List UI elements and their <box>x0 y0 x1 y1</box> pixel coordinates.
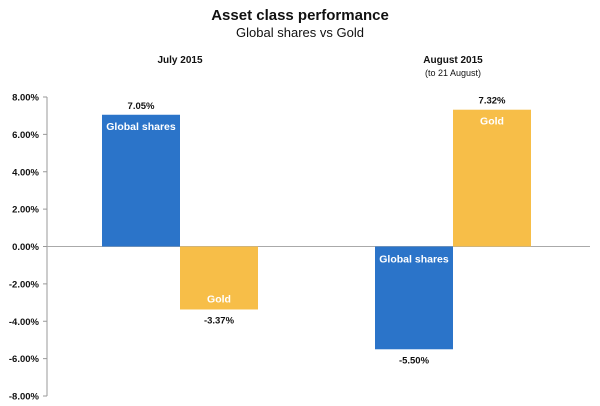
bar-shares <box>102 114 180 247</box>
in-bar-label: Global shares <box>379 254 449 266</box>
y-tick-label: 4.00% <box>12 167 39 178</box>
bar-shares <box>375 246 453 350</box>
category-label: August 2015 <box>423 55 483 66</box>
in-bar-label: Global shares <box>106 121 176 133</box>
y-tick-label: -2.00% <box>9 279 40 290</box>
in-bar-label: Gold <box>207 293 231 305</box>
chart-title: Asset class performance <box>211 7 389 24</box>
data-label: 7.05% <box>128 101 155 112</box>
data-label: 7.32% <box>479 96 506 107</box>
category-label: July 2015 <box>157 55 202 66</box>
data-label: -3.37% <box>204 315 235 326</box>
y-tick-label: -8.00% <box>9 392 40 403</box>
y-tick-label: 8.00% <box>12 93 39 104</box>
data-label: -5.50% <box>399 355 430 366</box>
y-tick-label: 6.00% <box>12 130 39 141</box>
bars <box>102 109 531 350</box>
labels: July 2015 August 2015 (to 21 August) 7.05% G… <box>106 55 506 366</box>
y-tick-label: 0.00% <box>12 242 39 253</box>
in-bar-label: Gold <box>480 116 504 128</box>
bar-gold <box>453 109 531 247</box>
bar-gold <box>180 246 258 310</box>
y-tick-label: -4.00% <box>9 317 40 328</box>
category-sublabel: (to 21 August) <box>425 68 481 78</box>
y-tick-label: -6.00% <box>9 354 40 365</box>
y-tick-label: 2.00% <box>12 205 39 216</box>
chart-subtitle: Global shares vs Gold <box>236 25 364 40</box>
